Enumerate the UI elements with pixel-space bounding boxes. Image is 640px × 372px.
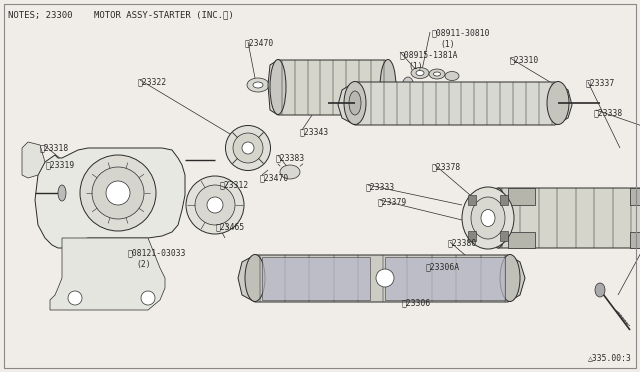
Ellipse shape [411,67,429,78]
Ellipse shape [349,91,361,115]
Text: ※23306A: ※23306A [426,262,460,271]
Text: ⑥08121-03033: ⑥08121-03033 [128,248,186,257]
Ellipse shape [595,283,605,297]
Polygon shape [238,255,525,302]
Bar [500,195,508,205]
Text: ※08911-30810: ※08911-30810 [432,28,490,37]
Ellipse shape [247,78,269,92]
Circle shape [92,167,144,219]
Polygon shape [22,142,45,178]
Ellipse shape [402,77,414,97]
Text: (1): (1) [440,40,454,49]
Circle shape [376,269,394,287]
Polygon shape [630,188,640,205]
Text: ※23306: ※23306 [402,298,431,307]
Polygon shape [338,82,572,125]
Ellipse shape [233,133,263,163]
Ellipse shape [280,165,300,179]
Text: ※23322: ※23322 [138,77,167,86]
Bar [500,231,508,241]
Ellipse shape [462,187,514,249]
Bar [468,231,476,241]
Ellipse shape [489,188,507,248]
Circle shape [68,291,82,305]
Ellipse shape [58,185,66,201]
Ellipse shape [225,125,271,170]
Polygon shape [630,232,640,248]
Polygon shape [488,188,640,248]
Polygon shape [508,188,535,205]
Ellipse shape [253,82,263,88]
Ellipse shape [433,72,440,76]
Text: ※23337: ※23337 [586,78,615,87]
Text: ※23465: ※23465 [216,222,245,231]
Ellipse shape [547,81,569,125]
Ellipse shape [500,254,520,301]
Text: NOTES; 23300    MOTOR ASSY-STARTER (INC.※): NOTES; 23300 MOTOR ASSY-STARTER (INC.※) [8,10,234,19]
Text: ※23470: ※23470 [260,173,289,182]
Ellipse shape [186,176,244,234]
Ellipse shape [429,69,445,79]
Ellipse shape [270,60,286,115]
Text: ※23379: ※23379 [378,197,407,206]
Polygon shape [385,257,505,300]
Text: ※23310: ※23310 [510,55,540,64]
Text: ※23343: ※23343 [300,127,329,136]
Ellipse shape [445,71,459,80]
Text: ※23312: ※23312 [220,180,249,189]
Text: ※23338: ※23338 [594,108,623,117]
Ellipse shape [380,60,396,115]
Text: ※23378: ※23378 [432,162,461,171]
Circle shape [80,155,156,231]
Text: ※23318: ※23318 [40,143,69,152]
Ellipse shape [416,71,424,76]
Text: (1): (1) [408,62,422,71]
Text: (2): (2) [136,260,150,269]
Circle shape [141,291,155,305]
Ellipse shape [242,142,254,154]
Polygon shape [35,148,185,248]
Text: ※23319: ※23319 [46,160,76,169]
Text: ※23380: ※23380 [448,238,477,247]
Circle shape [106,181,130,205]
Polygon shape [508,232,535,248]
Bar [468,195,476,205]
Text: △335.00:3: △335.00:3 [588,353,632,362]
Ellipse shape [481,209,495,227]
Ellipse shape [471,197,505,239]
Ellipse shape [245,254,265,301]
Text: ※23470: ※23470 [245,38,275,47]
Ellipse shape [207,197,223,213]
Text: ⑥08915-1381A: ⑥08915-1381A [400,50,458,59]
Polygon shape [262,257,370,300]
Ellipse shape [344,81,366,125]
Polygon shape [268,60,390,115]
Text: ※23383: ※23383 [276,153,305,162]
Polygon shape [50,238,165,310]
Text: ※23333: ※23333 [366,182,396,191]
Ellipse shape [195,185,235,225]
